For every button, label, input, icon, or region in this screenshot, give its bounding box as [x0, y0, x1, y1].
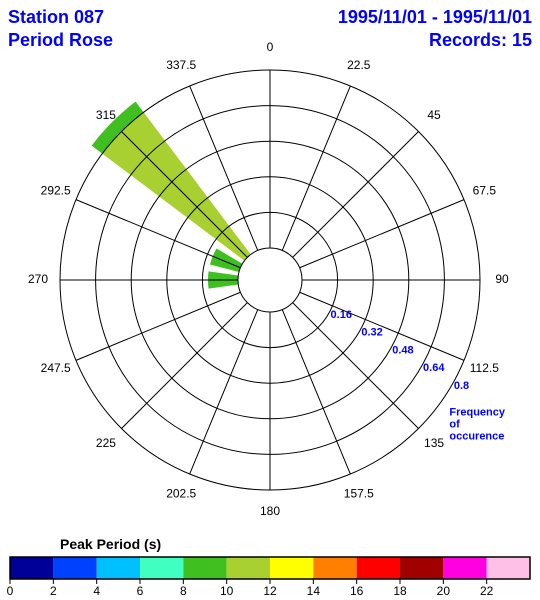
grid-spoke: [122, 303, 248, 429]
spoke-label: 0: [267, 40, 274, 54]
colorbar-segment: [183, 557, 226, 579]
spoke-label: 90: [495, 272, 509, 286]
colorbar-tick-label: 14: [307, 584, 321, 598]
spoke-label: 315: [96, 108, 116, 122]
grid-spoke: [300, 200, 464, 268]
colorbar-tick-label: 22: [480, 584, 494, 598]
grid-spoke: [282, 86, 350, 250]
spoke-label: 135: [424, 436, 444, 450]
colorbar-segment: [357, 557, 400, 579]
ring-label: 0.32: [361, 327, 382, 339]
colorbar-tick-label: 4: [93, 584, 100, 598]
period-rose-chart: 0 22.5 45 67.5 90 112.5 135 157.5 180 202.5 225 247…: [0, 0, 540, 540]
colorbar-segment: [400, 557, 443, 579]
ring-label: 0.16: [331, 309, 352, 321]
chart-type: Period Rose: [8, 30, 113, 50]
header-right: 1995/11/01 - 1995/11/01 Records: 15: [338, 6, 532, 51]
colorbar-tick-label: 8: [180, 584, 187, 598]
freq-caption-line: occurence: [449, 430, 504, 442]
spoke-label: 247.5: [41, 361, 71, 375]
spoke-label: 292.5: [41, 183, 71, 197]
spoke-label: 22.5: [347, 58, 371, 72]
spoke-label: 112.5: [470, 361, 499, 375]
ring-label: 0.8: [454, 380, 469, 392]
colorbar-tick-label: 20: [437, 584, 451, 598]
colorbar-segment: [270, 557, 313, 579]
grid-spoke: [122, 132, 248, 258]
freq-caption-line: of: [449, 418, 460, 430]
freq-caption-line: Frequency: [449, 406, 506, 418]
grid-spoke: [293, 132, 419, 258]
colorbar-tick-label: 0: [7, 584, 14, 598]
spoke-label: 45: [427, 108, 441, 122]
colorbar-tick-label: 12: [263, 584, 277, 598]
station-id: Station 087: [8, 7, 104, 27]
date-range: 1995/11/01 - 1995/11/01: [338, 7, 532, 27]
ring-label: 0.48: [392, 344, 413, 356]
spoke-label: 225: [96, 436, 116, 450]
colorbar-label: Peak Period (s): [60, 536, 161, 552]
spoke-label: 157.5: [344, 487, 374, 501]
colorbar-tick-label: 16: [350, 584, 364, 598]
grid-spoke: [76, 292, 240, 360]
spoke-label: 270: [28, 272, 48, 286]
colorbar-segment: [53, 557, 96, 579]
colorbar-tick-label: 2: [50, 584, 57, 598]
record-count: Records: 15: [429, 30, 532, 50]
ring-label: 0.64: [423, 362, 445, 374]
spoke-label: 337.5: [166, 58, 196, 72]
spoke-label: 67.5: [473, 183, 497, 197]
grid-spoke: [293, 303, 419, 429]
grid-spoke: [190, 310, 258, 474]
colorbar-segment: [313, 557, 356, 579]
colorbar-segment: [443, 557, 486, 579]
colorbar-segment: [10, 557, 53, 579]
petals: [92, 102, 251, 289]
colorbar-tick-label: 18: [393, 584, 407, 598]
colorbar-tick-label: 10: [220, 584, 234, 598]
colorbar-segment: [487, 557, 530, 579]
colorbar-tick-label: 6: [137, 584, 144, 598]
colorbar-segment: [97, 557, 140, 579]
colorbar: 0 2 4 6 8 10 12 14 16 18 20 22: [0, 555, 540, 600]
colorbar-segment: [227, 557, 270, 579]
colorbar-segment: [140, 557, 183, 579]
header-left: Station 087 Period Rose: [8, 6, 113, 51]
grid-spoke: [282, 310, 350, 474]
spoke-label: 202.5: [166, 487, 196, 501]
spoke-label: 180: [260, 504, 280, 518]
